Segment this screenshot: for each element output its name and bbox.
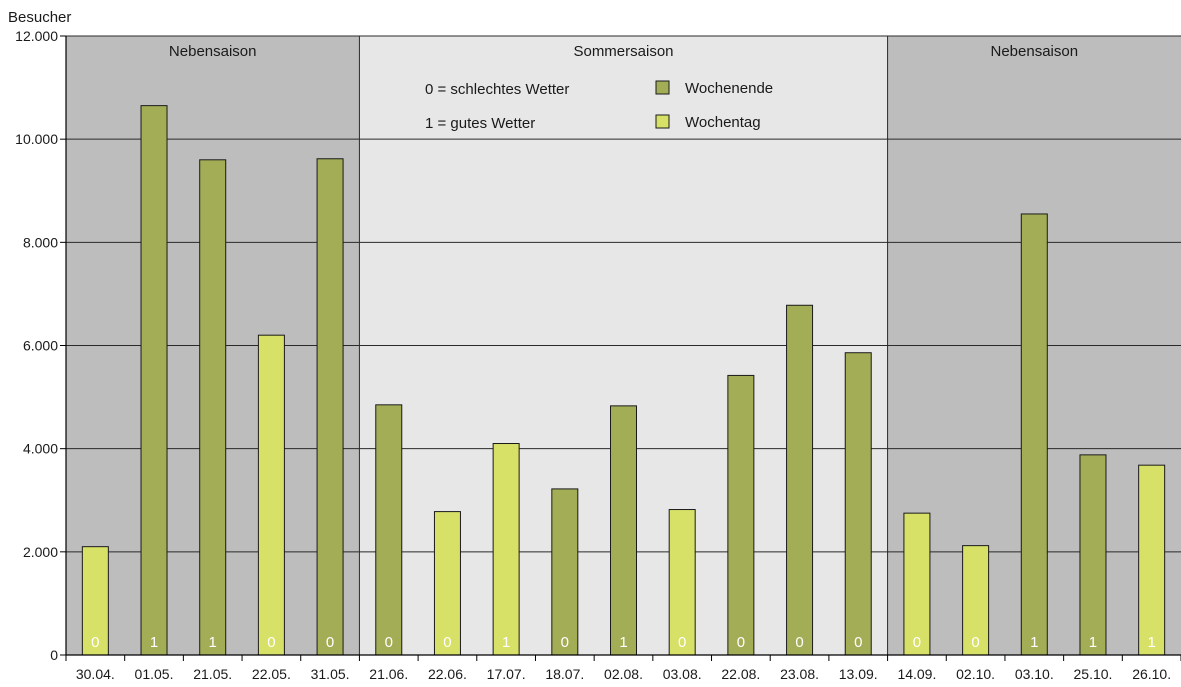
weather-label: 1: [502, 634, 510, 651]
weather-label: 1: [209, 634, 217, 651]
y-tick-label: 12.000: [15, 28, 58, 44]
y-tick-label: 0: [50, 647, 58, 663]
bar-25-10: [1079, 454, 1107, 656]
bar-17-07: [492, 443, 520, 656]
season-label: Nebensaison: [991, 43, 1079, 60]
labels: Nebensaison Sommersaison Nebensaison 0 2.000…: [8, 9, 1171, 682]
weather-label: 1: [1147, 634, 1155, 651]
weather-label: 0: [737, 634, 745, 651]
x-tick-label: 22.08.: [721, 666, 760, 682]
x-tick-label: 30.04.: [76, 666, 115, 682]
legend-label: Wochenende: [685, 80, 773, 97]
x-tick-label: 17.07.: [487, 666, 526, 682]
y-tick-label: 10.000: [15, 131, 58, 147]
bar-31-05: [316, 158, 344, 656]
legend-swatch: [655, 80, 670, 95]
weather-label: 0: [678, 634, 686, 651]
x-tick-label: 13.09.: [839, 666, 878, 682]
x-tick-label: 23.08.: [780, 666, 819, 682]
x-tick-label: 14.09.: [897, 666, 936, 682]
season-label: Sommersaison: [573, 43, 673, 60]
bar-01-05: [140, 105, 168, 656]
bar-02-08: [610, 405, 637, 656]
bar-22-08: [727, 374, 755, 656]
weather-label: 0: [326, 634, 334, 651]
x-tick-label: 22.06.: [428, 666, 467, 682]
bar-21-05: [199, 159, 227, 656]
weather-label: 0: [795, 634, 803, 651]
weather-label: 0: [385, 634, 393, 651]
bar-14-09: [903, 512, 931, 656]
x-tick-label: 02.10.: [956, 666, 995, 682]
bar-02-10: [962, 545, 990, 656]
bar-26-10: [1138, 464, 1166, 656]
weather-label: 1: [150, 634, 158, 651]
legend-weather-note: 0 = schlechtes Wetter: [425, 81, 569, 98]
y-tick-label: 8.000: [23, 234, 58, 250]
x-tick-label: 03.08.: [663, 666, 702, 682]
bar-13-09: [844, 352, 872, 656]
weather-label: 0: [267, 634, 275, 651]
legend: 0 = schlechtes Wetter 1 = gutes Wetter Woc…: [425, 80, 773, 132]
x-tick-label: 01.05.: [135, 666, 174, 682]
legend-label: Wochentag: [685, 114, 761, 131]
weather-label: 0: [443, 634, 451, 651]
weather-label: 0: [971, 634, 979, 651]
weather-label: 0: [561, 634, 569, 651]
bar-03-10: [1020, 213, 1048, 656]
x-tick-label: 22.05.: [252, 666, 291, 682]
x-tick-label: 18.07.: [545, 666, 584, 682]
weather-label: 0: [913, 634, 921, 651]
y-tick-label: 2.000: [23, 544, 58, 560]
x-tick-label: 26.10.: [1132, 666, 1171, 682]
bar-21-06: [375, 404, 403, 656]
bar-30-04: [81, 546, 109, 656]
bar-18-07: [551, 488, 579, 656]
y-tick-label: 4.000: [23, 441, 58, 457]
x-tick-label: 21.06.: [369, 666, 408, 682]
weather-label: 1: [1089, 634, 1097, 651]
y-axis-title: Besucher: [8, 9, 71, 26]
bar-23-08: [786, 304, 814, 656]
bars: [81, 105, 1166, 656]
legend-weather-note: 1 = gutes Wetter: [425, 115, 535, 132]
x-tick-label: 03.10.: [1015, 666, 1054, 682]
x-tick-label: 02.08.: [604, 666, 643, 682]
weather-label: 0: [854, 634, 862, 651]
bar-22-05: [257, 334, 285, 656]
bar-22-06: [433, 511, 461, 656]
legend-swatch: [655, 114, 670, 129]
weather-label: 1: [619, 634, 627, 651]
axes: [60, 35, 1181, 661]
weather-label: 0: [91, 634, 99, 651]
x-tick-label: 21.05.: [193, 666, 232, 682]
y-tick-label: 6.000: [23, 338, 58, 354]
x-tick-label: 31.05.: [311, 666, 350, 682]
weather-label: 1: [1030, 634, 1038, 651]
bar-03-08: [668, 509, 696, 656]
x-tick-label: 25.10.: [1074, 666, 1113, 682]
season-label: Nebensaison: [169, 43, 257, 60]
